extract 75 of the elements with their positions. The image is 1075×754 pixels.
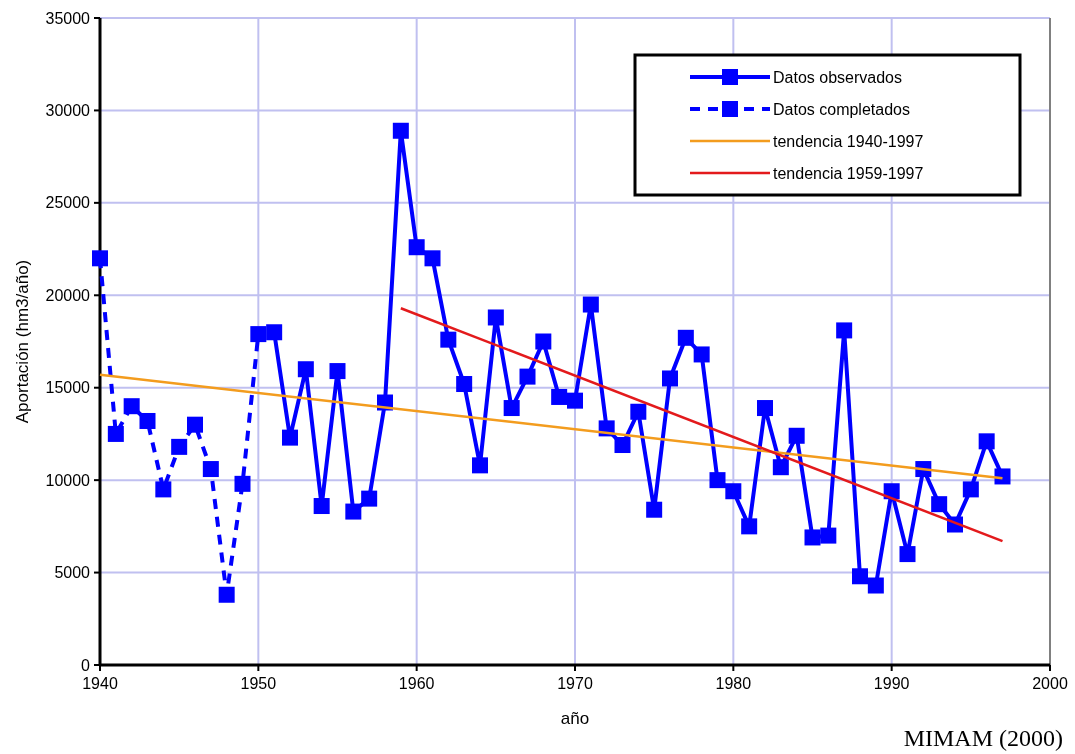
y-tick-label: 5000 xyxy=(54,564,91,582)
y-tick-label: 30000 xyxy=(45,102,91,120)
y-tick-label: 0 xyxy=(81,656,91,674)
y-tick-label: 35000 xyxy=(45,9,91,27)
point xyxy=(820,527,837,544)
point xyxy=(804,529,821,546)
point xyxy=(582,296,599,313)
y-tick-label: 25000 xyxy=(45,194,91,212)
x-tick-label: 1970 xyxy=(557,675,593,692)
point xyxy=(867,577,884,594)
x-tick-label: 1980 xyxy=(715,675,752,692)
point xyxy=(282,429,298,446)
legend-label: tendencia 1959-1997 xyxy=(773,164,924,182)
point xyxy=(614,437,631,454)
point xyxy=(709,472,726,489)
point xyxy=(139,412,156,429)
point xyxy=(297,361,314,378)
point xyxy=(171,438,188,455)
y-tick-label: 15000 xyxy=(45,379,91,397)
x-tick-label: 1960 xyxy=(398,675,435,692)
point xyxy=(567,392,583,409)
point xyxy=(392,122,409,139)
point xyxy=(107,425,124,442)
x-tick-label: 1990 xyxy=(873,675,910,692)
x-axis-title: año xyxy=(560,709,590,728)
point xyxy=(92,250,108,267)
point xyxy=(187,416,203,433)
point xyxy=(218,586,235,603)
y-tick-label: 20000 xyxy=(45,286,91,304)
point xyxy=(345,503,362,520)
x-tick-label: 1950 xyxy=(240,675,277,692)
point xyxy=(725,483,742,500)
point xyxy=(424,250,441,267)
point xyxy=(503,400,520,417)
point xyxy=(836,322,853,339)
legend-label: Datos completados xyxy=(773,100,910,118)
x-tick-label: 2000 xyxy=(1032,675,1068,692)
point xyxy=(994,468,1011,485)
y-axis-title: Aportación (hm3/año) xyxy=(13,259,32,424)
x-tick-label: 1940 xyxy=(82,675,118,692)
point xyxy=(630,403,647,420)
point xyxy=(772,459,789,476)
point xyxy=(234,475,251,492)
point xyxy=(741,518,758,535)
point xyxy=(123,398,140,415)
point xyxy=(662,370,678,387)
point xyxy=(329,363,346,380)
point xyxy=(440,331,457,348)
point xyxy=(931,496,948,513)
point xyxy=(361,490,378,507)
point xyxy=(757,400,773,417)
point xyxy=(646,501,663,518)
point xyxy=(978,433,995,450)
point xyxy=(519,368,536,385)
point xyxy=(313,498,330,515)
point xyxy=(202,461,219,478)
point xyxy=(677,329,694,346)
y-tick-label: 10000 xyxy=(45,471,91,489)
legend-label: tendencia 1940-1997 xyxy=(773,132,924,150)
point xyxy=(788,427,805,444)
point xyxy=(693,346,710,363)
point xyxy=(408,239,425,256)
point xyxy=(472,457,488,474)
point xyxy=(852,568,868,585)
point xyxy=(155,481,172,498)
text: MIMAM (2000) xyxy=(903,725,1063,751)
point xyxy=(535,333,552,350)
point xyxy=(551,388,568,405)
point xyxy=(456,376,473,393)
point xyxy=(250,326,267,343)
point xyxy=(899,546,916,563)
point xyxy=(266,324,283,341)
point xyxy=(487,309,504,326)
legend-label: Datos observados xyxy=(773,68,902,86)
point xyxy=(962,481,979,498)
